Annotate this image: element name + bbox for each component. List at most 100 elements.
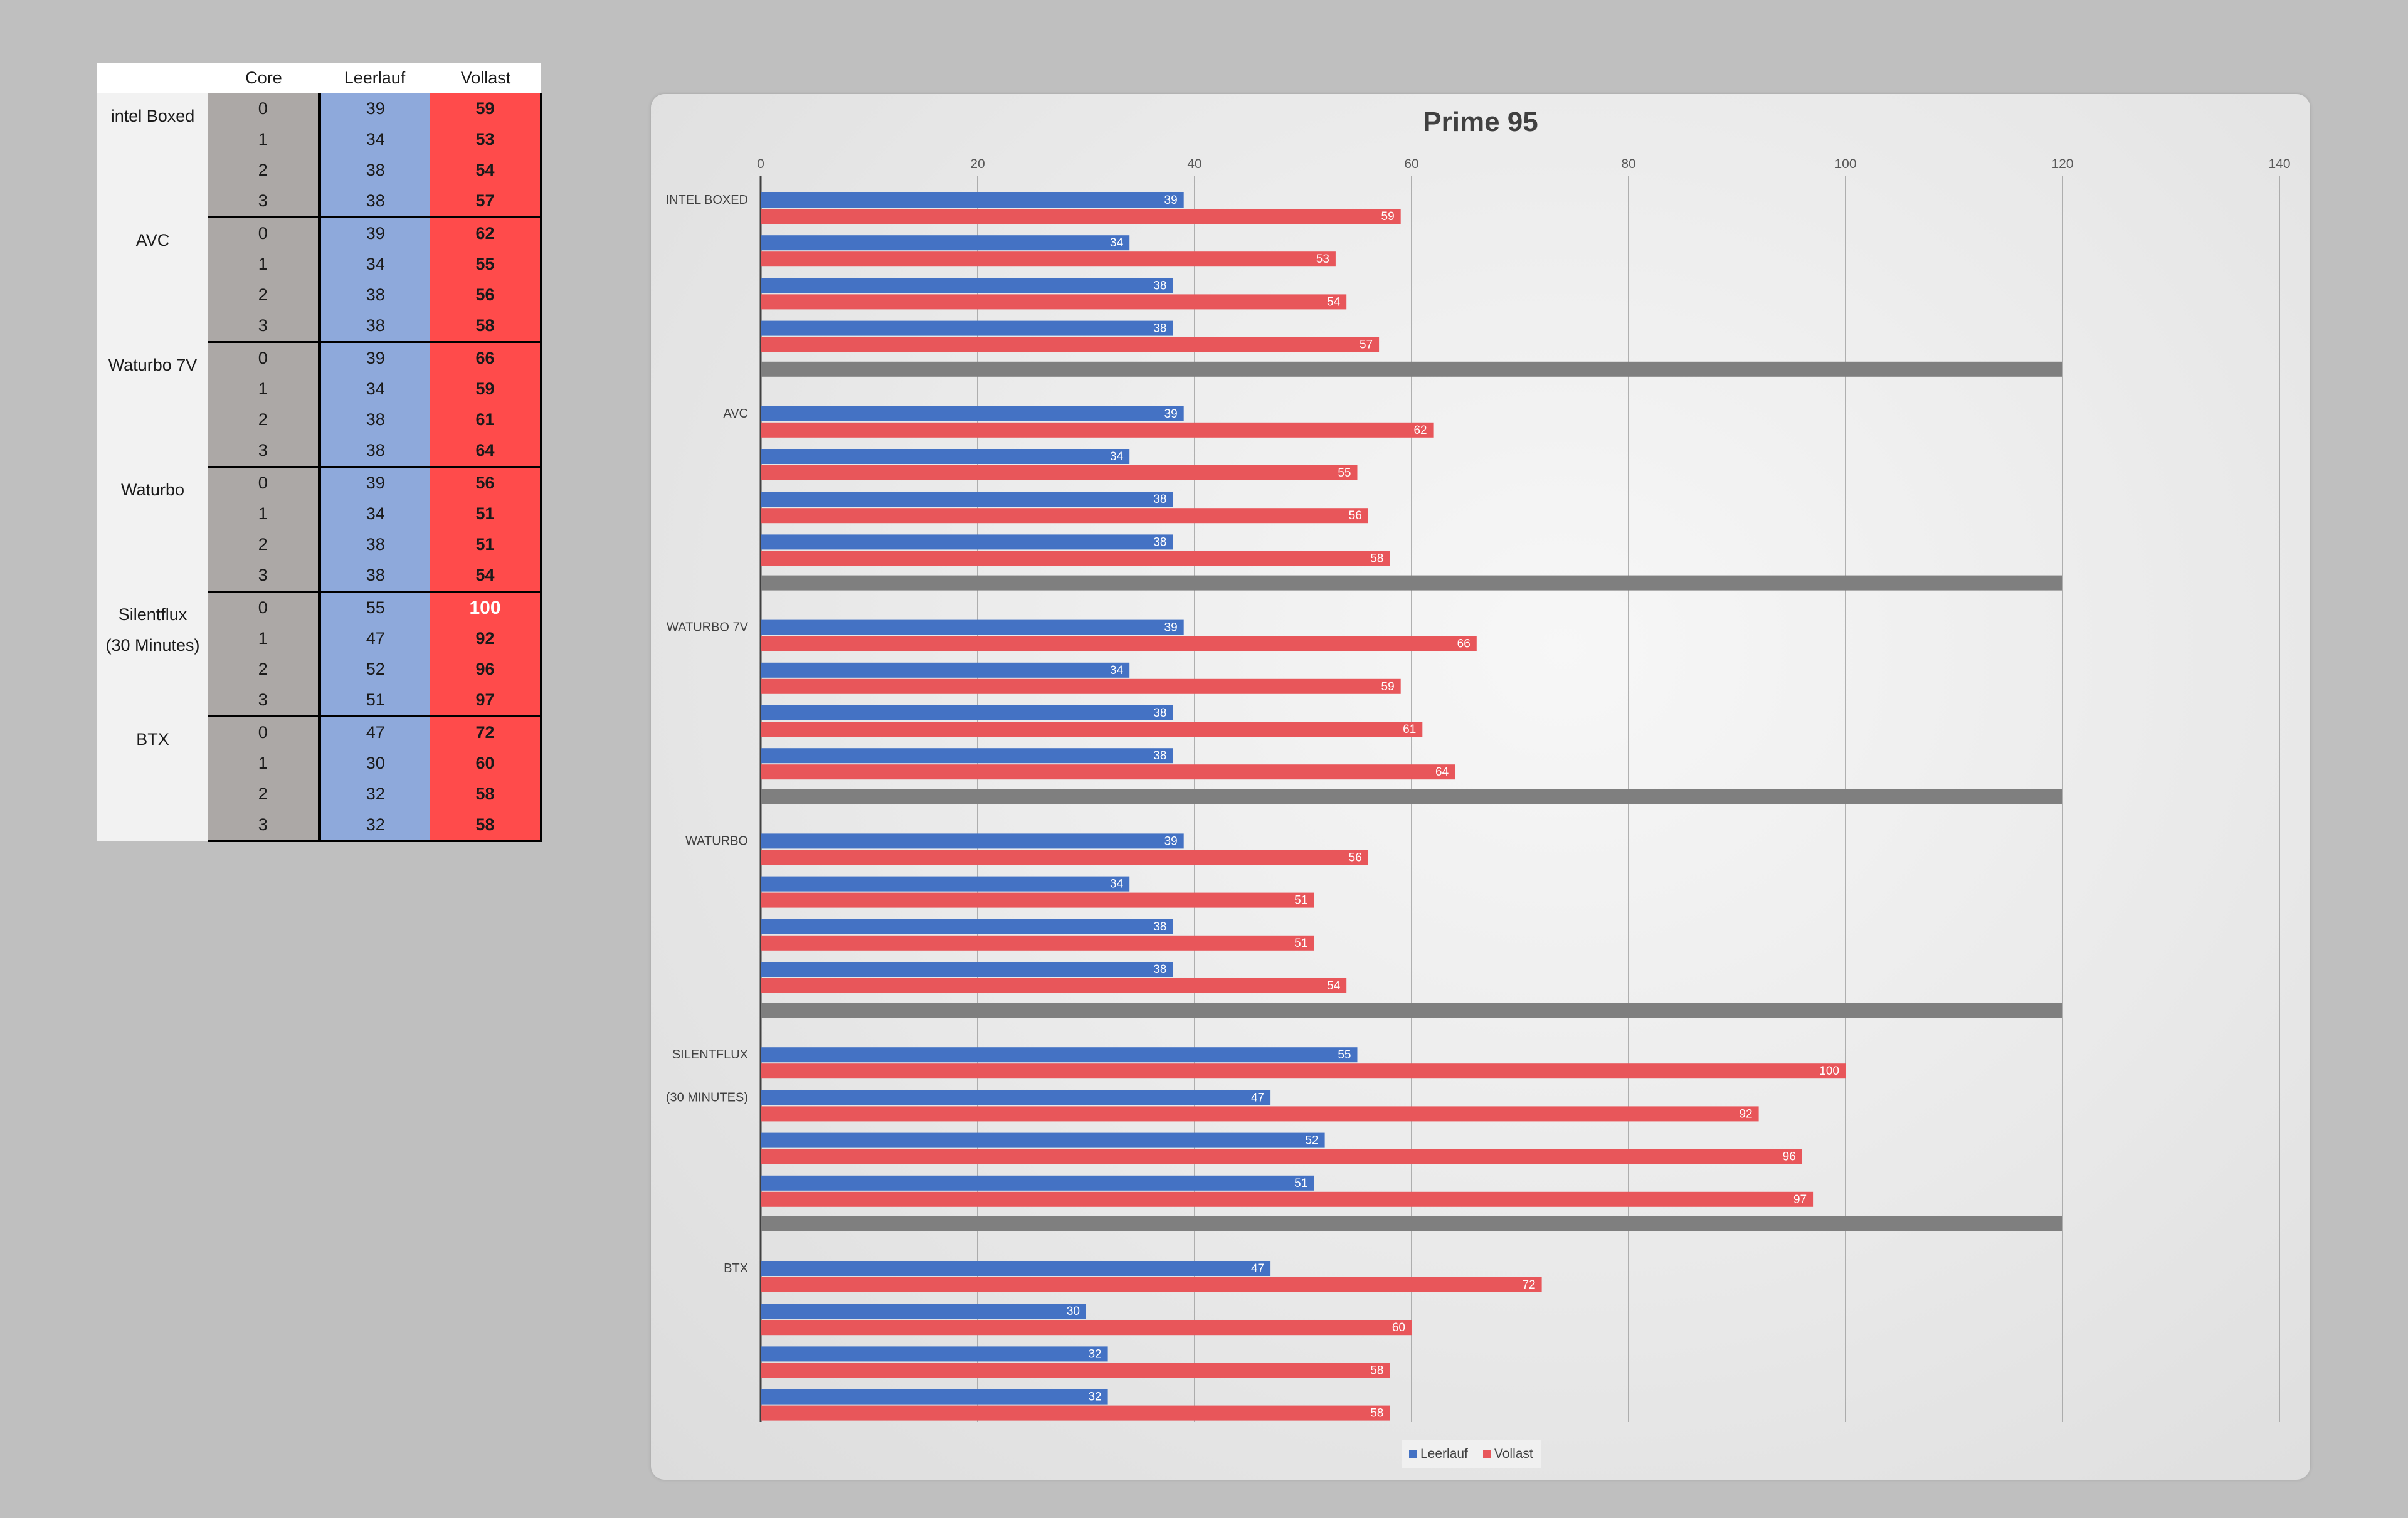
data-label-leerlauf: 32 xyxy=(1088,1347,1101,1361)
group-separator-bar xyxy=(761,575,2062,591)
bar-leerlauf xyxy=(761,492,1173,507)
table-row: intel Boxed 0 39 59 xyxy=(97,93,542,218)
leerlauf-cell: 39 xyxy=(317,217,430,249)
data-label-vollast: 61 xyxy=(1403,723,1416,736)
bar-vollast xyxy=(761,722,1423,737)
table-row: 2 38 56 xyxy=(97,280,542,310)
x-tick-label: 0 xyxy=(757,157,764,171)
vollast-cell: 62 xyxy=(430,217,542,249)
chart-panel: Prime 95 0 20 40 60 80 100 120 140 INTEL BOXED 39… xyxy=(651,94,2310,1480)
leerlauf-cell: 38 xyxy=(317,529,430,560)
header-core: Core xyxy=(208,63,319,93)
bar-leerlauf xyxy=(761,1304,1086,1319)
leerlauf-cell: 34 xyxy=(317,249,430,280)
table-row: AVC 0 39 62 xyxy=(97,217,542,342)
bar-leerlauf xyxy=(761,748,1173,764)
table-row: Waturbo 7V 0 39 66 xyxy=(97,342,542,467)
legend-item-vollast: Vollast xyxy=(1482,1447,1533,1462)
table-row: 3 38 58 xyxy=(97,310,542,343)
vollast-cell: 96 xyxy=(430,654,542,685)
core-cell: 0 xyxy=(208,217,319,249)
bar-vollast xyxy=(761,678,1401,694)
core-cell: 1 xyxy=(208,124,319,155)
table-row: 3 38 64 xyxy=(97,435,542,468)
data-label-vollast: 60 xyxy=(1392,1321,1405,1334)
leerlauf-cell: 52 xyxy=(317,654,430,685)
data-label-leerlauf: 38 xyxy=(1153,279,1166,292)
bar-leerlauf xyxy=(761,192,1184,208)
vollast-cell: 92 xyxy=(430,623,542,654)
bar-leerlauf xyxy=(761,662,1130,678)
bar-vollast xyxy=(761,1149,1802,1164)
bar-vollast xyxy=(761,1363,1390,1378)
core-cell: 1 xyxy=(208,748,319,779)
category-label: WATURBO xyxy=(685,834,748,848)
data-label-vollast: 62 xyxy=(1413,424,1427,437)
data-label-vollast: 57 xyxy=(1360,339,1373,352)
bar-leerlauf xyxy=(761,705,1173,720)
bar-vollast xyxy=(761,1277,1542,1292)
core-cell: 3 xyxy=(208,310,319,343)
bar-vollast xyxy=(761,551,1390,566)
bar-leerlauf xyxy=(761,1132,1325,1148)
data-label-vollast: 54 xyxy=(1327,979,1341,993)
vollast-cell: 54 xyxy=(430,560,542,593)
data-label-leerlauf: 47 xyxy=(1251,1262,1264,1275)
chart-title: Prime 95 xyxy=(1423,107,1538,137)
data-label-vollast: 58 xyxy=(1370,1364,1383,1377)
group-name: BTX xyxy=(136,729,169,749)
leerlauf-cell: 38 xyxy=(317,186,430,218)
bar-leerlauf xyxy=(761,1175,1314,1191)
data-label-leerlauf: 38 xyxy=(1153,322,1166,335)
legend-swatch-leerlauf xyxy=(1409,1450,1417,1458)
bar-leerlauf xyxy=(761,278,1173,293)
category-label: AVC xyxy=(723,407,748,421)
bar-vollast xyxy=(761,337,1380,352)
bar-vollast xyxy=(761,1063,1846,1079)
table-row: 1 30 60 xyxy=(97,748,542,779)
bar-leerlauf xyxy=(761,1389,1108,1405)
core-cell: 3 xyxy=(208,809,319,842)
header-leerlauf: Leerlauf xyxy=(319,63,430,93)
data-label-leerlauf: 55 xyxy=(1338,1048,1351,1062)
category-label: (30 MINUTES) xyxy=(666,1090,748,1104)
table-row: 2 38 61 xyxy=(97,404,542,435)
bar-leerlauf xyxy=(761,1047,1358,1063)
data-label-vollast: 100 xyxy=(1819,1065,1839,1078)
x-tick-label: 120 xyxy=(2051,157,2073,171)
core-cell: 2 xyxy=(208,779,319,809)
legend-label-leerlauf: Leerlauf xyxy=(1420,1447,1468,1461)
leerlauf-cell: 34 xyxy=(317,498,430,529)
core-cell: 3 xyxy=(208,186,319,218)
table-row: 1 34 59 xyxy=(97,374,542,404)
table-row: 2 32 58 xyxy=(97,779,542,809)
table-row: 1 34 51 xyxy=(97,498,542,529)
data-label-leerlauf: 30 xyxy=(1067,1305,1080,1318)
core-cell: 0 xyxy=(208,342,319,374)
bar-leerlauf xyxy=(761,619,1184,635)
data-label-vollast: 56 xyxy=(1349,851,1362,864)
bar-vollast xyxy=(761,465,1358,480)
data-label-leerlauf: 39 xyxy=(1164,194,1178,207)
bar-vollast xyxy=(761,892,1314,908)
vollast-cell: 53 xyxy=(430,124,542,155)
leerlauf-cell: 38 xyxy=(317,155,430,186)
leerlauf-cell: 32 xyxy=(317,809,430,842)
leerlauf-cell: 34 xyxy=(317,374,430,404)
core-cell: 2 xyxy=(208,529,319,560)
core-cell: 1 xyxy=(208,374,319,404)
data-label-leerlauf: 38 xyxy=(1153,749,1166,762)
leerlauf-cell: 38 xyxy=(317,435,430,468)
vollast-cell: 56 xyxy=(430,466,542,498)
bar-leerlauf xyxy=(761,534,1173,550)
data-label-leerlauf: 34 xyxy=(1110,878,1124,891)
data-label-vollast: 64 xyxy=(1435,766,1449,779)
data-table: Core Leerlauf Vollast intel Boxed 0 39 59 1 3… xyxy=(97,63,542,842)
data-label-vollast: 66 xyxy=(1457,638,1471,651)
core-cell: 2 xyxy=(208,654,319,685)
bar-leerlauf xyxy=(761,1261,1271,1276)
group-name-cell: Waturbo 7V xyxy=(97,342,208,467)
bar-leerlauf xyxy=(761,833,1184,849)
table-row: Silentflux (30 Minutes) 0 55 100 xyxy=(97,591,542,717)
table-row: 3 32 58 xyxy=(97,809,542,842)
